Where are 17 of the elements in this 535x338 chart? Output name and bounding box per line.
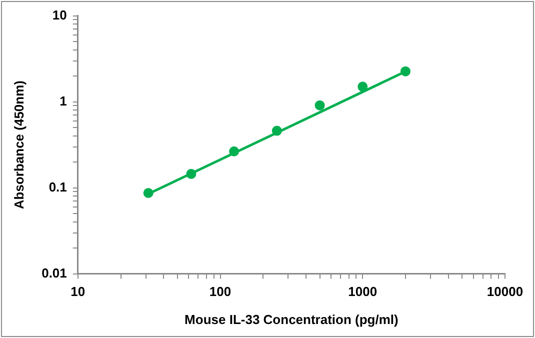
x-tick-label: 10000	[486, 284, 524, 300]
point	[272, 126, 282, 136]
y-tick-label: 0.01	[42, 265, 67, 280]
y-tick-label: 1	[60, 93, 67, 108]
x-tick-label: 1000	[348, 284, 378, 300]
point	[229, 146, 240, 156]
x-tick-label: 10	[70, 284, 86, 300]
point	[400, 66, 410, 76]
y-tick-label: 10	[52, 7, 67, 22]
point	[186, 168, 196, 179]
point	[314, 100, 325, 110]
point	[143, 188, 154, 198]
x-tick-label: 100	[209, 284, 232, 300]
y-tick-label: 0.1	[48, 179, 67, 194]
y-axis-title: Absorbance (450nm)	[11, 80, 26, 210]
point	[358, 82, 368, 92]
x-axis-title: Mouse IL-33 Concentration (pg/ml)	[184, 312, 398, 327]
